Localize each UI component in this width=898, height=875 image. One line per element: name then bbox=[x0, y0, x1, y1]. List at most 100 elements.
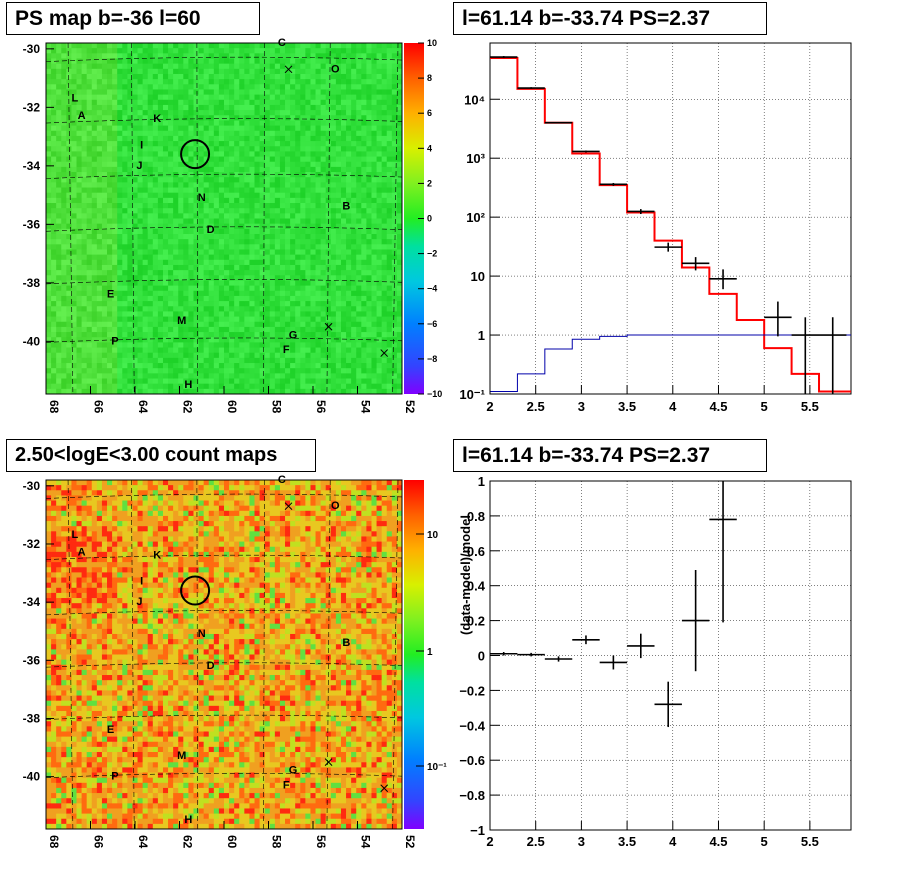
map1-pixel bbox=[351, 270, 357, 276]
map2-pixel bbox=[46, 623, 52, 630]
map1-pixel bbox=[178, 53, 184, 59]
map1-pixel bbox=[224, 146, 230, 152]
map1-pixel bbox=[81, 68, 87, 75]
map1-pixel bbox=[122, 233, 128, 240]
map1-pixel bbox=[310, 321, 316, 328]
map1-pixel bbox=[361, 130, 367, 137]
map1-pixel bbox=[376, 249, 382, 255]
map1-pixel bbox=[340, 84, 347, 90]
map1-pixel bbox=[218, 156, 225, 163]
map1-pixel bbox=[66, 110, 72, 116]
map1-pixel bbox=[157, 125, 164, 132]
map1-pixel bbox=[249, 363, 255, 369]
map1-pixel bbox=[320, 259, 327, 266]
map1-pixel bbox=[193, 135, 199, 142]
colorbar-tick-label: 2 bbox=[427, 178, 432, 188]
map1-pixel bbox=[96, 104, 103, 111]
map1-pixel bbox=[56, 249, 62, 255]
map1-pixel bbox=[51, 326, 57, 333]
map1-pixel bbox=[315, 99, 321, 106]
map1-pixel bbox=[305, 311, 311, 317]
map1-pixel bbox=[244, 357, 250, 364]
map1-pixel bbox=[81, 73, 87, 80]
map1-pixel bbox=[46, 115, 52, 121]
map1-pixel bbox=[96, 233, 103, 240]
map1-pixel bbox=[142, 223, 149, 230]
map1-pixel bbox=[366, 311, 372, 317]
map1-pixel bbox=[300, 115, 306, 121]
map1-pixel bbox=[391, 172, 398, 178]
map1-pixel bbox=[96, 311, 103, 317]
map1-pixel bbox=[168, 228, 174, 235]
map1-pixel bbox=[203, 363, 210, 369]
map1-pixel bbox=[381, 275, 388, 281]
map1-pixel bbox=[269, 254, 276, 261]
map1-pixel bbox=[112, 332, 118, 338]
map1-pixel bbox=[208, 239, 215, 245]
map1-pixel bbox=[178, 316, 184, 323]
map1-pixel bbox=[178, 79, 184, 85]
map1-pixel bbox=[229, 326, 235, 333]
map1-pixel bbox=[101, 378, 108, 384]
map1-pixel bbox=[51, 239, 57, 245]
map1-pixel bbox=[198, 363, 204, 369]
map1-pixel bbox=[391, 357, 398, 364]
map1-pixel bbox=[366, 104, 372, 111]
map1-pixel bbox=[46, 197, 52, 204]
map1-pixel bbox=[152, 383, 159, 390]
map1-pixel bbox=[213, 239, 220, 245]
map1-pixel bbox=[371, 228, 377, 235]
map1-pixel bbox=[229, 208, 235, 214]
map1-pixel bbox=[91, 182, 98, 188]
map1-pixel bbox=[101, 94, 108, 101]
map1-pixel bbox=[162, 192, 169, 199]
map1-pixel bbox=[213, 192, 220, 199]
map2-pixel bbox=[51, 690, 57, 696]
map1-pixel bbox=[224, 306, 230, 312]
map1-pixel bbox=[66, 316, 72, 323]
map1-pixel bbox=[254, 125, 260, 132]
map1-pixel bbox=[386, 378, 393, 384]
map1-pixel bbox=[351, 347, 357, 353]
map1-pixel bbox=[91, 368, 98, 374]
map1-pixel bbox=[224, 151, 230, 157]
map1-pixel bbox=[315, 187, 321, 193]
map1-pixel bbox=[112, 130, 118, 137]
map1-pixel bbox=[366, 130, 372, 137]
map1-pixel bbox=[330, 151, 337, 157]
map1-pixel bbox=[361, 363, 367, 369]
map1-pixel bbox=[340, 311, 347, 317]
map1-pixel bbox=[391, 373, 398, 379]
map1-pixel bbox=[173, 239, 179, 245]
map1-pixel bbox=[86, 130, 93, 137]
map1-pixel bbox=[315, 244, 321, 250]
map1-pixel bbox=[142, 321, 149, 328]
map1-pixel bbox=[376, 192, 382, 199]
map1-pixel bbox=[51, 141, 57, 147]
map1-pixel bbox=[46, 53, 52, 59]
map1-pixel bbox=[178, 254, 184, 261]
map1-pixel bbox=[178, 373, 184, 379]
map1-pixel bbox=[76, 208, 82, 214]
map1-pixel bbox=[66, 68, 72, 75]
map1-pixel bbox=[61, 135, 67, 142]
map1-pixel bbox=[315, 285, 321, 292]
map1-pixel bbox=[183, 285, 189, 292]
map1-pixel bbox=[386, 84, 393, 90]
map1-pixel bbox=[152, 228, 159, 235]
map1-pixel bbox=[315, 48, 321, 54]
map1-pixel bbox=[101, 151, 108, 157]
map1-pixel bbox=[224, 187, 230, 193]
map1-pixel bbox=[101, 357, 108, 364]
map1-pixel bbox=[285, 73, 291, 80]
map1-pixel bbox=[310, 301, 316, 307]
map1-pixel bbox=[259, 151, 265, 157]
map1-pixel bbox=[274, 295, 281, 302]
map1-pixel bbox=[356, 161, 362, 168]
map1-pixel bbox=[198, 125, 204, 132]
map1-pixel bbox=[152, 218, 159, 224]
map1-pixel bbox=[285, 161, 291, 168]
map1-pixel bbox=[376, 378, 382, 384]
map1-pixel bbox=[162, 275, 169, 281]
map1-pixel bbox=[366, 151, 372, 157]
